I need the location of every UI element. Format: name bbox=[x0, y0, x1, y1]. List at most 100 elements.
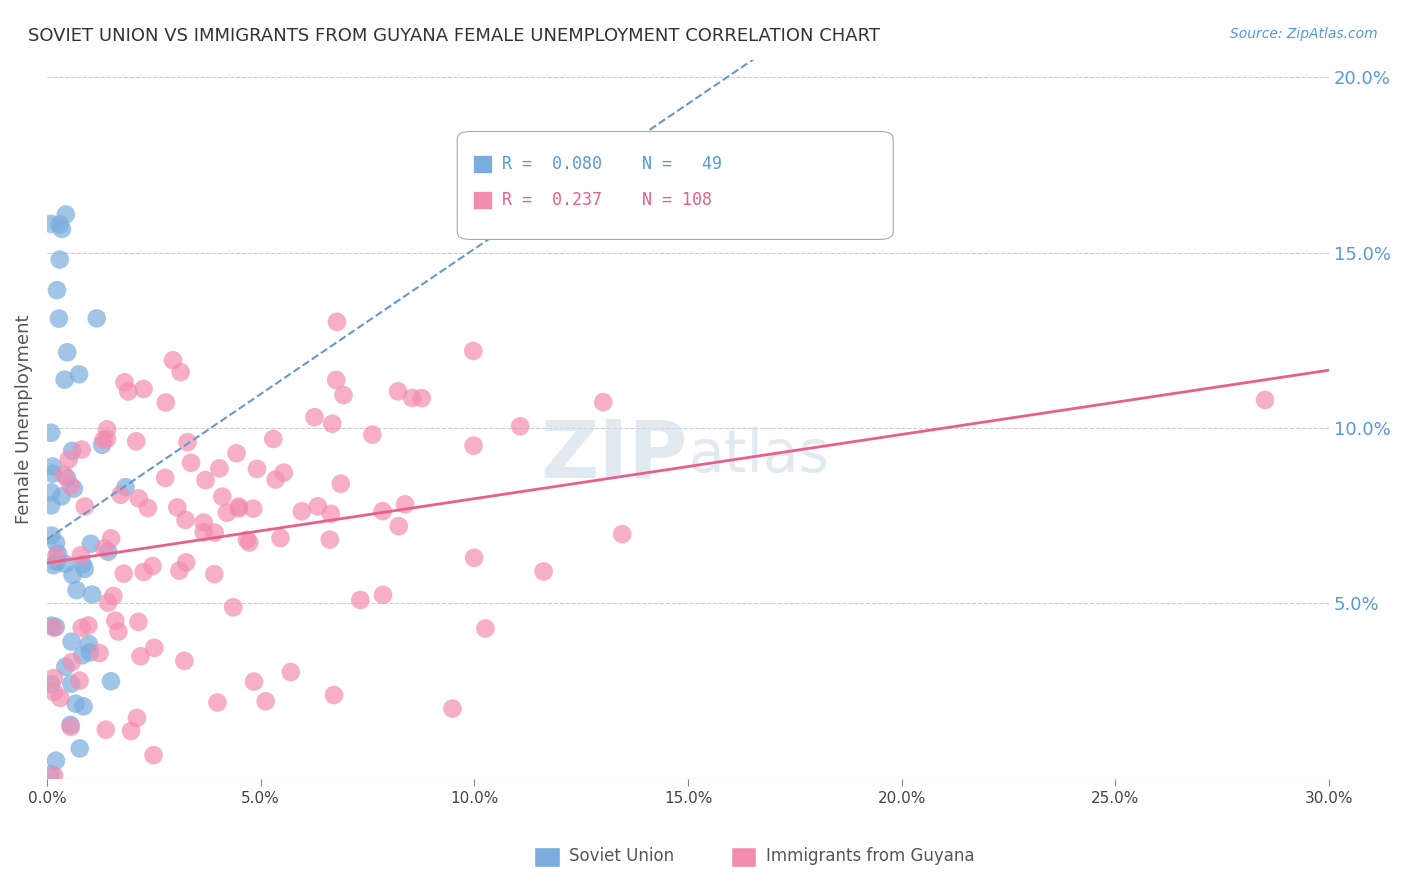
Point bbox=[70, 442, 93, 457]
Bar bbox=[472, 154, 492, 173]
Point bbox=[94, 723, 117, 737]
Point bbox=[222, 600, 245, 615]
Point bbox=[72, 699, 94, 714]
Point bbox=[228, 500, 250, 514]
Point bbox=[273, 466, 295, 480]
Point bbox=[45, 754, 67, 768]
Point bbox=[69, 548, 91, 562]
Point bbox=[120, 723, 142, 738]
Point bbox=[215, 506, 238, 520]
Point bbox=[67, 368, 90, 382]
Point bbox=[65, 697, 87, 711]
Point bbox=[127, 615, 149, 629]
Point bbox=[243, 674, 266, 689]
Point bbox=[509, 419, 531, 434]
Point bbox=[193, 525, 215, 540]
Point bbox=[39, 485, 62, 500]
Point bbox=[48, 311, 70, 326]
Point bbox=[97, 596, 120, 610]
Point bbox=[280, 665, 302, 679]
Point bbox=[162, 353, 184, 368]
Point bbox=[96, 432, 118, 446]
Text: Immigrants from Guyana: Immigrants from Guyana bbox=[766, 847, 974, 865]
Point bbox=[72, 558, 94, 572]
Point bbox=[242, 501, 264, 516]
Text: ZIP: ZIP bbox=[541, 417, 688, 494]
Point bbox=[45, 555, 67, 569]
Point bbox=[228, 501, 250, 516]
Point bbox=[39, 425, 62, 440]
Point bbox=[180, 456, 202, 470]
Point bbox=[45, 536, 67, 550]
Point bbox=[39, 767, 62, 781]
Point bbox=[323, 688, 346, 702]
Point bbox=[104, 614, 127, 628]
Text: R =  0.237    N = 108: R = 0.237 N = 108 bbox=[502, 191, 711, 209]
Point bbox=[89, 646, 111, 660]
Text: atlas: atlas bbox=[688, 426, 830, 483]
Point bbox=[264, 473, 287, 487]
Point bbox=[246, 462, 269, 476]
Point bbox=[46, 547, 69, 561]
Point bbox=[202, 567, 225, 582]
Point bbox=[72, 648, 94, 663]
Point bbox=[73, 562, 96, 576]
Point bbox=[155, 395, 177, 409]
Point bbox=[463, 439, 485, 453]
Point bbox=[371, 504, 394, 518]
Point bbox=[48, 218, 70, 232]
Point bbox=[39, 499, 62, 513]
Point bbox=[93, 541, 115, 556]
Bar bbox=[472, 191, 492, 210]
Point bbox=[63, 482, 86, 496]
Point bbox=[166, 500, 188, 515]
Point bbox=[169, 564, 191, 578]
Point bbox=[194, 473, 217, 487]
Point bbox=[91, 438, 114, 452]
Y-axis label: Female Unemployment: Female Unemployment bbox=[15, 315, 32, 524]
Point bbox=[304, 410, 326, 425]
Point bbox=[41, 528, 63, 542]
Point bbox=[326, 315, 349, 329]
Point bbox=[114, 376, 136, 390]
Point bbox=[236, 533, 259, 547]
Point bbox=[441, 701, 464, 715]
FancyBboxPatch shape bbox=[457, 131, 893, 239]
Point bbox=[394, 497, 416, 511]
Point bbox=[53, 557, 76, 571]
Point bbox=[107, 624, 129, 639]
Point bbox=[204, 525, 226, 540]
Point bbox=[80, 537, 103, 551]
Point bbox=[401, 391, 423, 405]
Point bbox=[1254, 392, 1277, 407]
Point bbox=[60, 634, 83, 648]
Point bbox=[141, 559, 163, 574]
Point bbox=[128, 491, 150, 506]
Point bbox=[100, 532, 122, 546]
Point bbox=[100, 674, 122, 689]
Point bbox=[329, 476, 352, 491]
Point bbox=[44, 621, 66, 635]
Point bbox=[41, 459, 63, 474]
Point bbox=[82, 587, 104, 601]
Point bbox=[291, 504, 314, 518]
Point bbox=[53, 373, 76, 387]
Point bbox=[349, 593, 371, 607]
Point bbox=[132, 382, 155, 396]
Point bbox=[51, 489, 73, 503]
Point bbox=[42, 558, 65, 573]
Point bbox=[60, 676, 83, 690]
Point bbox=[103, 589, 125, 603]
Point bbox=[319, 507, 342, 521]
Point bbox=[143, 640, 166, 655]
Point bbox=[411, 391, 433, 405]
Point bbox=[225, 446, 247, 460]
Point bbox=[62, 568, 84, 582]
Point bbox=[60, 655, 83, 669]
Point bbox=[56, 345, 79, 359]
Point bbox=[42, 685, 65, 699]
Point bbox=[73, 500, 96, 514]
Point bbox=[193, 516, 215, 530]
Point bbox=[238, 535, 260, 549]
Point bbox=[125, 711, 148, 725]
